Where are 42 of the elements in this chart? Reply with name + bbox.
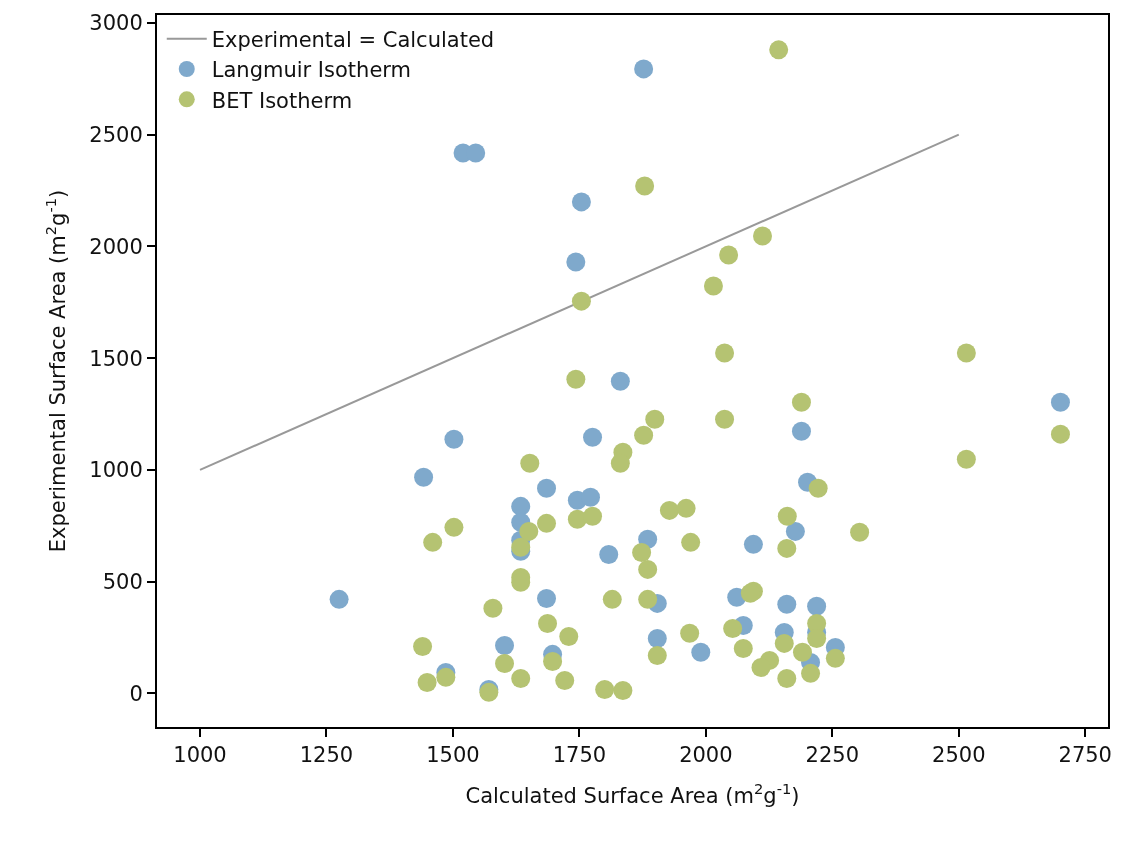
legend-label: BET Isotherm [211, 88, 353, 113]
point [583, 427, 603, 447]
x-tick-label: 2750 [1058, 743, 1112, 768]
point [537, 478, 557, 498]
x-tick-label: 1500 [426, 743, 480, 768]
y-tick-label: 2000 [89, 234, 143, 259]
point [571, 192, 591, 212]
point [495, 635, 515, 655]
y-tick-label: 2500 [89, 122, 143, 147]
y-tick-label: 1500 [89, 346, 143, 371]
y-tick-label: 500 [102, 570, 143, 595]
point [414, 467, 434, 487]
point [566, 252, 586, 272]
x-tick-label: 1750 [552, 743, 607, 768]
point [634, 59, 654, 79]
point [599, 544, 619, 564]
point [610, 371, 630, 391]
point [743, 534, 763, 554]
point [807, 596, 827, 616]
x-tick-label: 2250 [805, 743, 860, 768]
y-tick-label: 3000 [89, 11, 143, 36]
point [537, 588, 557, 608]
point [466, 143, 486, 163]
point [511, 496, 531, 516]
point [581, 487, 601, 507]
x-tick-label: 2000 [679, 743, 733, 768]
x-tick-label: 1250 [299, 743, 354, 768]
x-tick-label: 1000 [173, 743, 227, 768]
point [777, 594, 797, 614]
x-tick-label: 2500 [932, 743, 986, 768]
y-tick-label: 1000 [89, 458, 143, 483]
point [647, 628, 667, 648]
point [785, 521, 805, 541]
point [691, 642, 711, 662]
point [1050, 392, 1070, 412]
y-tick-label: 0 [129, 681, 143, 706]
legend-label: Langmuir Isotherm [211, 58, 412, 83]
point [329, 589, 349, 609]
point [791, 421, 811, 441]
x-axis-title: Calculated Surface Area (m$^{2}$g$^{-1}$) [465, 780, 800, 808]
point [444, 429, 464, 449]
legend-label: Experimental = Calculated [211, 27, 495, 52]
